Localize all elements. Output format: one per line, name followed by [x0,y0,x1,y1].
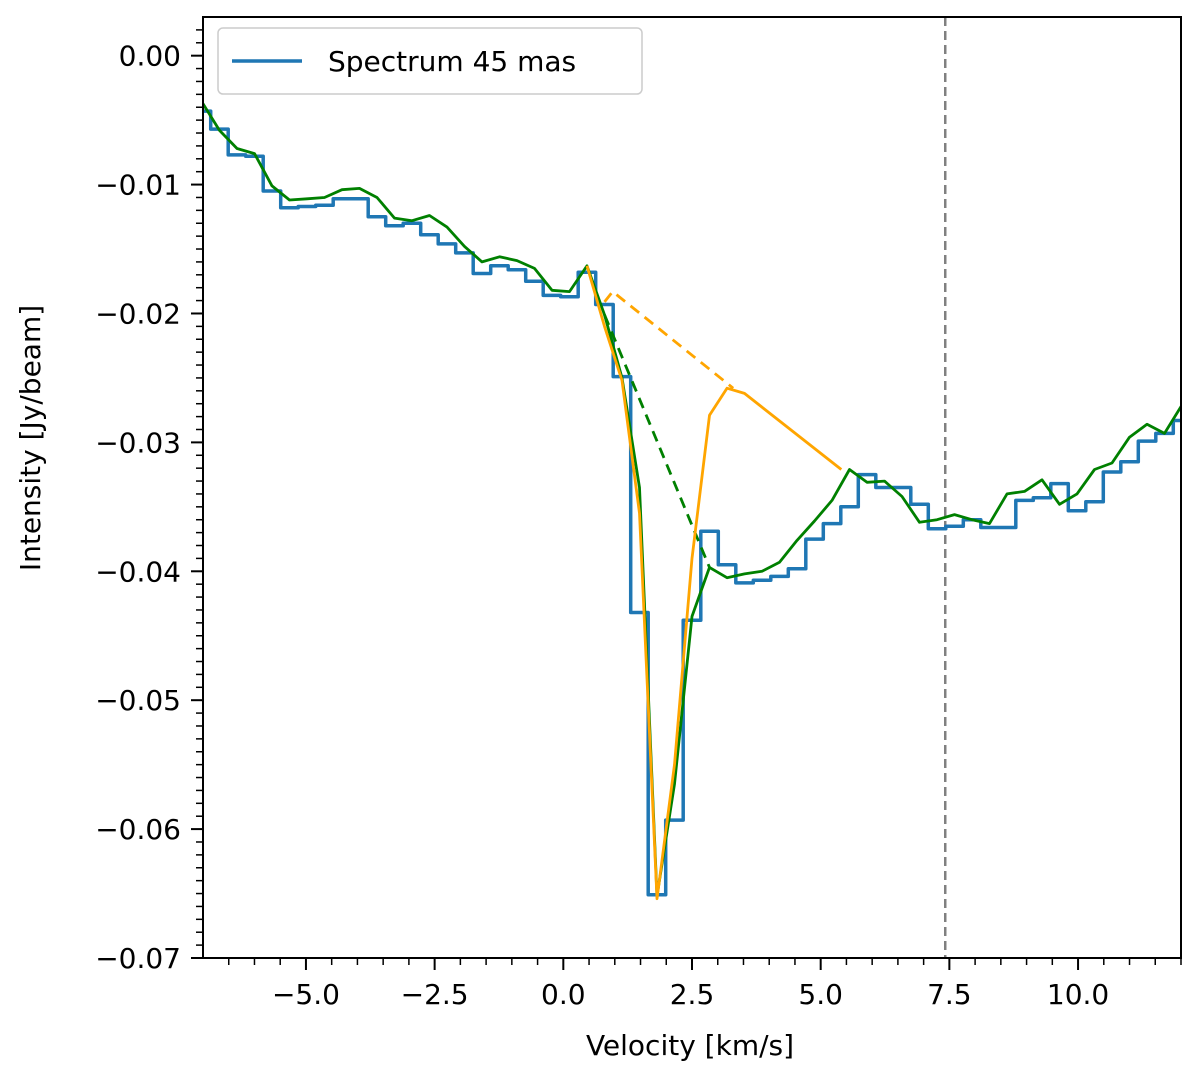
series-line-3 [585,265,843,901]
x-tick-label: 5.0 [798,978,843,1011]
x-axis-label: Velocity [km/s] [586,1029,794,1062]
plot-area [203,17,1181,958]
axes: −5.0 −2.5 0.0 2.5 5.0 7.5 10.0 0.00 −0.01 −0.02 −0… [95,16,1182,1011]
y-axis-label: Intensity [Jy/beam] [14,305,47,571]
y-tick-label: −0.05 [95,684,181,717]
series-line-4 [603,290,735,390]
series-line-2 [603,314,711,568]
series-line-0 [203,109,1181,897]
legend-frame [217,27,643,95]
legend: Spectrum 45 mas [217,27,643,95]
series-line-1 [203,101,1181,898]
x-tick-label: 0.0 [541,978,586,1011]
axes-frame [202,16,1182,959]
x-tick-label: 7.5 [927,978,972,1011]
x-tick-label: −2.5 [401,978,469,1011]
x-tick-label: 10.0 [1047,978,1109,1011]
y-tick-label: 0.00 [119,40,181,73]
y-tick-label: −0.01 [95,169,181,202]
x-tick-label: −5.0 [272,978,340,1011]
y-tick-label: −0.02 [95,297,181,330]
y-tick-label: −0.07 [95,942,181,975]
y-tick-label: −0.03 [95,426,181,459]
x-tick-label: 2.5 [670,978,715,1011]
legend-label-spectrum: Spectrum 45 mas [328,45,576,78]
y-tick-label: −0.04 [95,555,181,588]
y-tick-label: −0.06 [95,813,181,846]
